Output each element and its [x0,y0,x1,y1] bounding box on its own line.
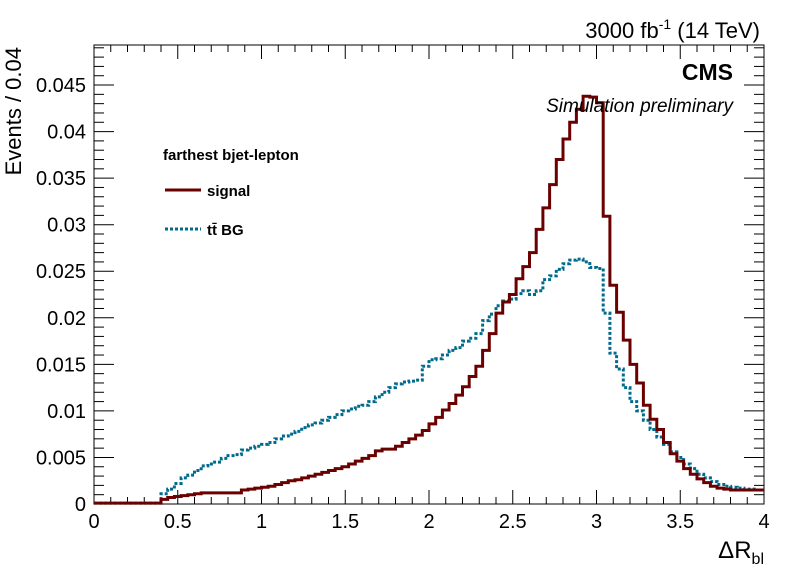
y-tick-label: 0 [75,494,86,516]
x-tick-label: 3.5 [666,511,694,533]
x-tick-label: 2.5 [499,511,527,533]
y-axis-title: Events / 0.04 [1,47,26,175]
y-tick-label: 0.015 [36,354,86,376]
y-tick-label: 0.02 [47,308,86,330]
lumi-label: 3000 fb-1 (14 TeV) [585,16,760,43]
x-tick-label: 1.5 [331,511,359,533]
series-layer [94,94,764,505]
x-tick-label: 3 [591,511,602,533]
y-axis-ticks: 0 0.005 0.01 0.015 0.02 0.025 0.03 0.035 0.04 0.0… [36,47,764,516]
x-tick-label: 1 [256,511,267,533]
legend-entry-ttbar: tt̄ BG [207,222,244,239]
legend-entry-signal: signal [207,183,250,200]
series-ttbar-bg [94,257,764,505]
y-tick-label: 0.01 [47,401,86,423]
x-axis-title: ΔRbl [718,537,764,568]
y-tick-label: 0.005 [36,447,86,469]
y-tick-label: 0.04 [47,122,86,144]
experiment-label: CMS [682,59,733,85]
status-label: Simulation preliminary [546,96,734,117]
legend-title: farthest bjet-lepton [163,147,299,164]
legend: farthest bjet-lepton signal tt̄ BG [163,147,299,239]
lumi-superscript: -1 [659,16,672,32]
x-tick-label: 0.5 [164,511,192,533]
series-signal [94,94,764,505]
x-tick-label: 4 [758,511,769,533]
x-axis-ticks: 0 0.5 1 1.5 2 2.5 3 3.5 4 [88,45,770,533]
y-tick-label: 0.045 [36,75,86,97]
y-tick-label: 0.035 [36,168,86,190]
y-tick-label: 0.03 [47,215,86,237]
x-axis-title-subscript: bl [752,551,764,568]
x-tick-label: 2 [423,511,434,533]
x-tick-label: 0 [88,511,99,533]
y-tick-label: 0.025 [36,261,86,283]
